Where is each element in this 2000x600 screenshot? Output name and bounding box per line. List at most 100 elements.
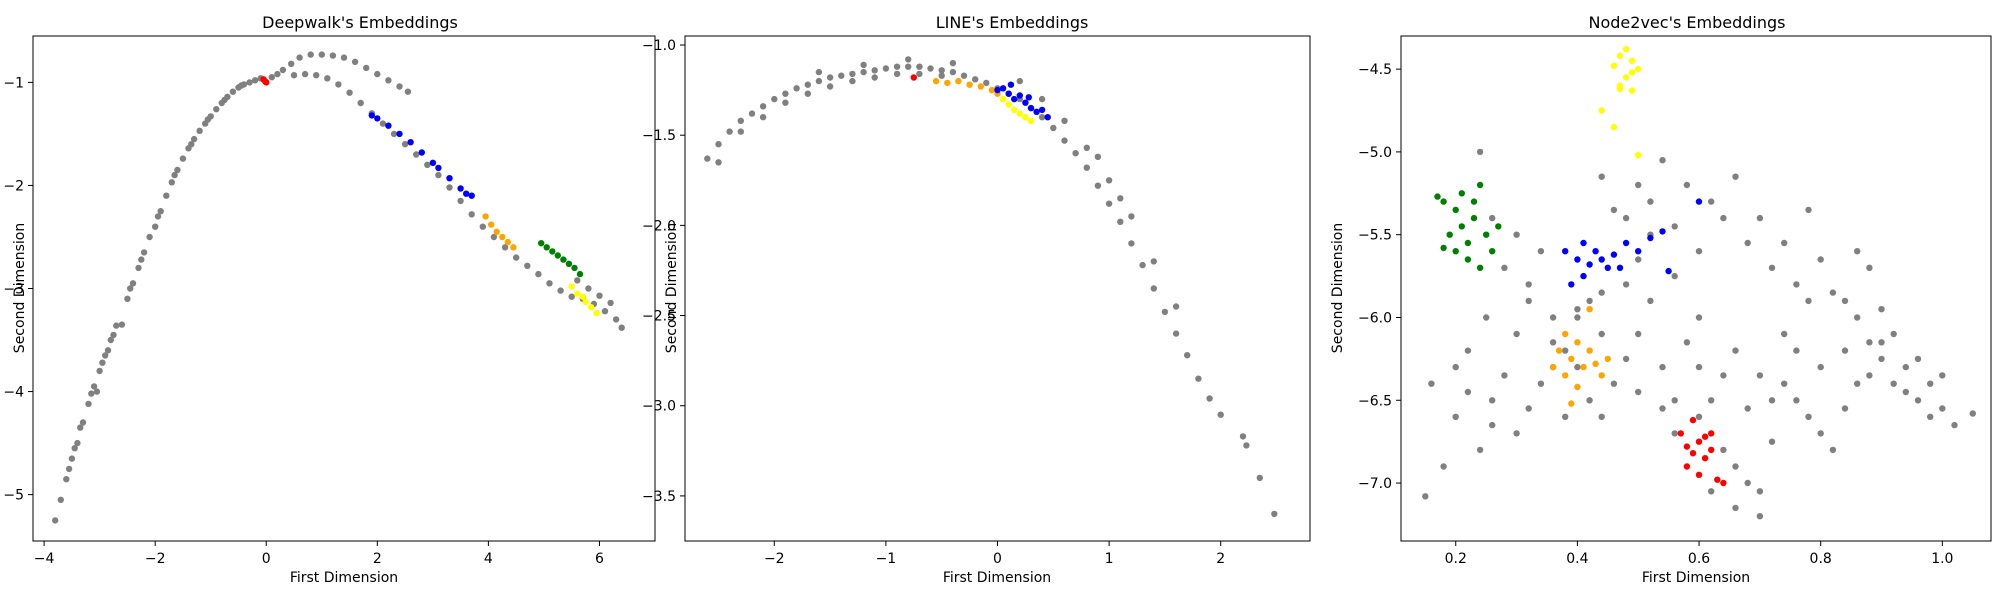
deepwalk-point bbox=[463, 190, 470, 197]
deepwalk-point bbox=[554, 252, 561, 259]
node2vec-point bbox=[1422, 493, 1429, 500]
node2vec-x-tick-label: 0.4 bbox=[1566, 551, 1588, 567]
node2vec-point bbox=[1768, 438, 1776, 445]
line-point bbox=[949, 59, 957, 67]
deepwalk-point bbox=[171, 171, 178, 179]
node2vec-point bbox=[1720, 372, 1727, 379]
deepwalk-point bbox=[493, 228, 500, 235]
deepwalk-point bbox=[482, 213, 489, 220]
line-point bbox=[927, 65, 934, 72]
line-point bbox=[1105, 200, 1113, 207]
line-point bbox=[994, 86, 1001, 94]
deepwalk-point bbox=[418, 149, 425, 156]
deepwalk-point bbox=[363, 64, 370, 72]
line-point bbox=[1022, 114, 1029, 121]
node2vec-point bbox=[1592, 248, 1599, 255]
line-panel: LINE's Embeddings −2 −1 0 1 2 −3.5 −3.0 −2.5 −2… bbox=[642, 13, 1311, 586]
node2vec-x-axis-label: First Dimension bbox=[1642, 570, 1750, 586]
node2vec-point bbox=[1586, 297, 1593, 305]
deepwalk-point bbox=[568, 283, 575, 290]
node2vec-point bbox=[1878, 339, 1885, 346]
deepwalk-point bbox=[146, 233, 153, 241]
node2vec-point bbox=[1708, 397, 1715, 404]
node2vec-point bbox=[1513, 330, 1520, 338]
line-y-tick-label: −2.5 bbox=[642, 309, 676, 325]
node2vec-plot-area bbox=[1400, 35, 1992, 542]
node2vec-point bbox=[1683, 443, 1691, 450]
node2vec-point bbox=[1562, 347, 1569, 354]
deepwalk-point bbox=[107, 336, 115, 344]
node2vec-point bbox=[1470, 198, 1478, 205]
deepwalk-point bbox=[118, 321, 126, 328]
node2vec-point bbox=[1659, 157, 1666, 164]
line-point bbox=[1007, 81, 1015, 88]
node2vec-point bbox=[1689, 416, 1697, 424]
node2vec-point bbox=[1756, 214, 1764, 222]
deepwalk-point bbox=[435, 164, 442, 172]
deepwalk-point bbox=[535, 270, 542, 278]
deepwalk-point bbox=[504, 238, 511, 246]
node2vec-point bbox=[1817, 256, 1824, 263]
deepwalk-point bbox=[102, 352, 109, 359]
node2vec-point bbox=[1604, 264, 1612, 271]
line-point bbox=[849, 77, 856, 85]
node2vec-point bbox=[1562, 372, 1569, 379]
line-x-tick-label: −1 bbox=[876, 551, 897, 567]
node2vec-point bbox=[1732, 173, 1739, 180]
deepwalk-point bbox=[488, 221, 495, 228]
line-point bbox=[871, 67, 878, 74]
line-point bbox=[1016, 77, 1023, 85]
deepwalk-point bbox=[340, 54, 348, 61]
deepwalk-point bbox=[499, 233, 506, 241]
node2vec-x-tick-label: 0.2 bbox=[1445, 551, 1467, 567]
deepwalk-x-tick-label: −4 bbox=[34, 551, 55, 567]
node2vec-point bbox=[1568, 355, 1575, 363]
deepwalk-point bbox=[593, 310, 600, 317]
deepwalk-point bbox=[574, 290, 581, 297]
line-y-tick-label: −3.5 bbox=[642, 489, 676, 505]
line-point bbox=[715, 141, 722, 148]
deepwalk-point bbox=[168, 179, 175, 186]
line-point bbox=[1061, 117, 1068, 125]
line-point bbox=[815, 68, 823, 76]
deepwalk-point bbox=[301, 70, 309, 78]
line-y-tick-label: −1.5 bbox=[642, 128, 676, 144]
deepwalk-panel: Deepwalk's Embeddings −4 −2 0 2 4 6 −5−4−3−2−… bbox=[3, 13, 656, 586]
line-point bbox=[1025, 94, 1033, 101]
deepwalk-point bbox=[213, 106, 220, 113]
node2vec-point bbox=[1562, 248, 1569, 255]
node2vec-points bbox=[1422, 46, 1977, 520]
node2vec-point bbox=[1622, 214, 1630, 222]
node2vec-point bbox=[1446, 231, 1453, 238]
node2vec-point bbox=[1890, 380, 1897, 387]
line-point bbox=[938, 67, 945, 74]
node2vec-point bbox=[1489, 421, 1496, 429]
node2vec-point bbox=[1695, 471, 1703, 478]
line-point bbox=[1038, 114, 1046, 121]
line-point bbox=[910, 74, 917, 81]
node2vec-point bbox=[1622, 355, 1630, 363]
node2vec-point bbox=[1768, 397, 1776, 404]
deepwalk-y-axis-label: Second Dimension bbox=[12, 223, 28, 353]
node2vec-point bbox=[1732, 463, 1739, 470]
node2vec-point bbox=[1586, 397, 1593, 404]
deepwalk-point bbox=[63, 476, 70, 483]
node2vec-point bbox=[1562, 413, 1569, 420]
node2vec-point bbox=[1635, 181, 1642, 189]
deepwalk-point bbox=[385, 77, 392, 84]
line-point bbox=[1150, 285, 1158, 292]
node2vec-point bbox=[1793, 347, 1800, 354]
node2vec-y-tick-label: −7.0 bbox=[1358, 476, 1392, 492]
line-point bbox=[1256, 474, 1264, 482]
line-point bbox=[1117, 195, 1124, 202]
node2vec-point bbox=[1458, 190, 1466, 197]
line-point bbox=[1206, 395, 1213, 402]
deepwalk-point bbox=[401, 141, 409, 148]
line-point bbox=[1033, 108, 1040, 116]
node2vec-point bbox=[1689, 450, 1697, 457]
deepwalk-point bbox=[557, 287, 564, 294]
deepwalk-y-tick-label: −3 bbox=[3, 282, 24, 298]
node2vec-point bbox=[1744, 239, 1751, 247]
deepwalk-point bbox=[612, 316, 620, 323]
deepwalk-point bbox=[579, 293, 586, 300]
